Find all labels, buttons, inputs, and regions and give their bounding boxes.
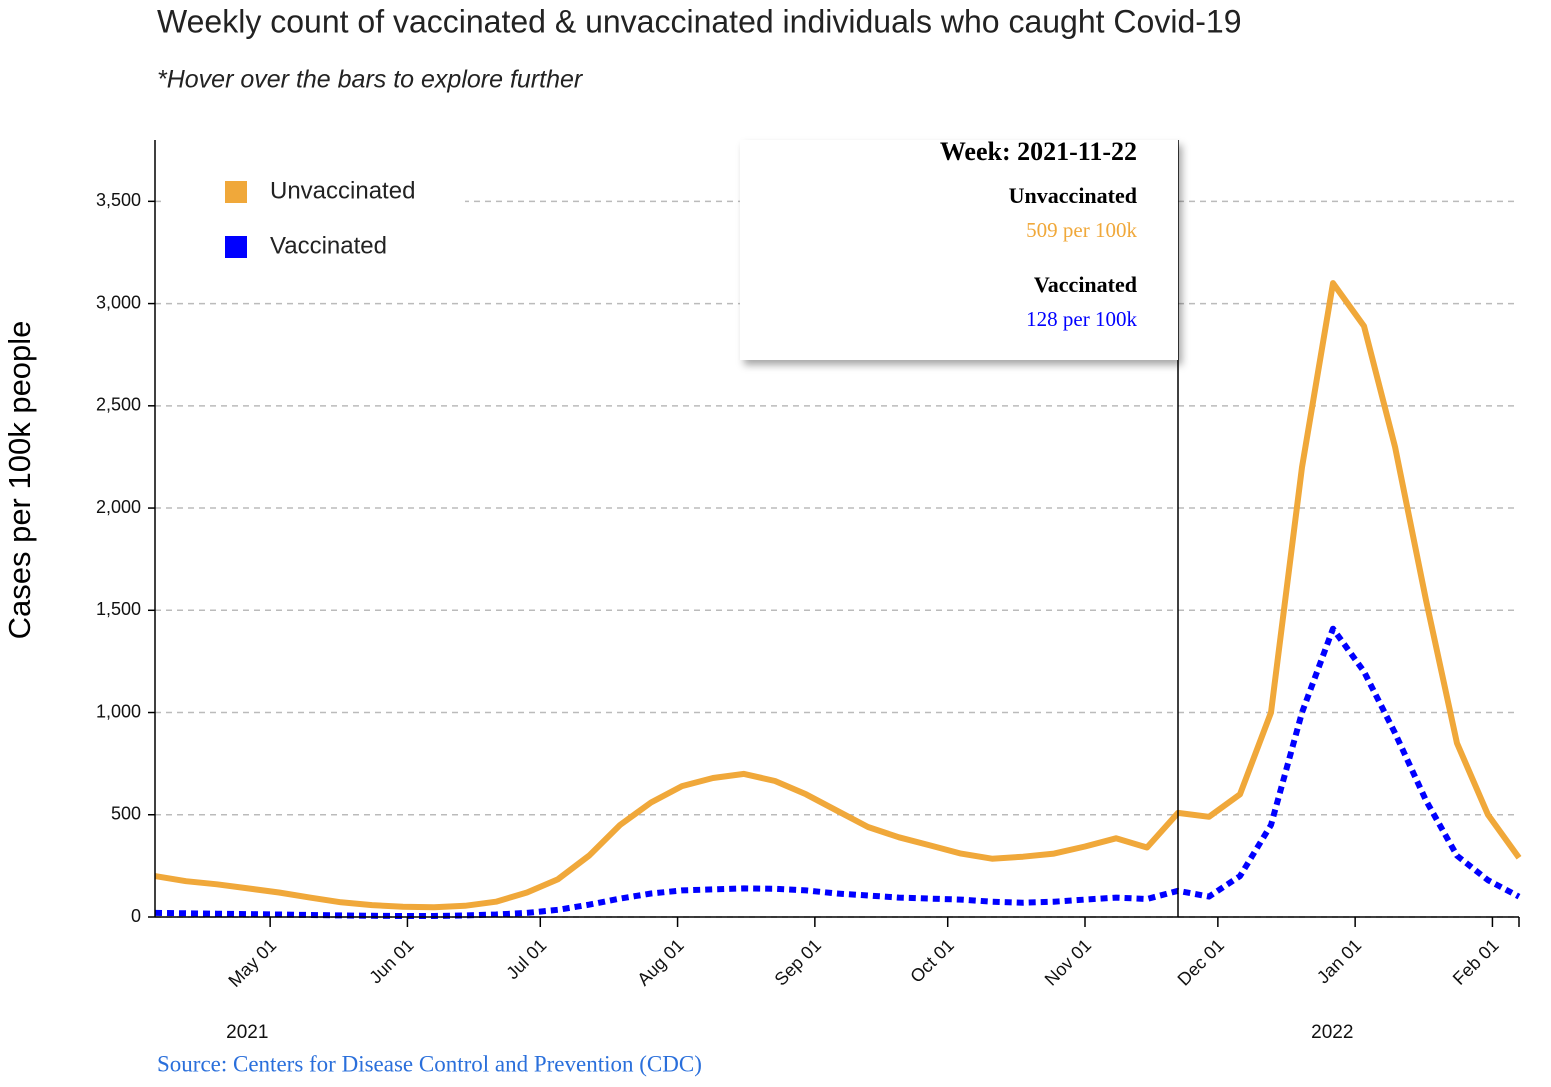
x-tick-label: Dec 01 [1174,935,1228,989]
subtitle: *Hover over the bars to explore further [157,66,584,94]
y-tick-label: 0 [131,906,141,926]
series-line [154,280,1522,911]
x-tick-label: Jun 01 [365,935,417,987]
x-tick-label: Jan 01 [1313,935,1365,987]
y-tick-label: 2,000 [96,497,141,517]
tooltip-series: Unvaccinated [1009,183,1137,208]
tooltip-box [740,140,1178,360]
y-tick-label: 2,500 [96,395,141,415]
year-label: 2021 [226,1022,268,1043]
legend-swatch [225,181,247,203]
tooltip-title: Week: 2021-11-22 [940,137,1137,166]
y-tick-label: 1,000 [96,701,141,721]
y-axis-title: Cases per 100k people [2,321,37,640]
legend-swatch [225,236,247,258]
year-label: 2022 [1311,1022,1353,1043]
legend-label: Unvaccinated [270,177,415,204]
legend-bg [165,160,465,280]
y-tick-label: 500 [111,804,141,824]
x-tick-label: Feb 01 [1449,935,1503,989]
series-line [154,625,1521,919]
legend-label: Vaccinated [270,232,387,259]
x-tick-label: Aug 01 [633,935,687,989]
y-tick-label: 3,500 [96,190,141,210]
source: Source: Centers for Disease Control and … [157,1051,702,1076]
x-tick-label: Sep 01 [771,935,825,989]
chart-title: Weekly count of vaccinated & unvaccinate… [157,3,1241,39]
y-tick-label: 1,500 [96,599,141,619]
x-tick-label: Oct 01 [906,935,958,987]
tooltip-series: Vaccinated [1034,272,1137,297]
x-tick-label: May 01 [224,935,280,991]
tooltip-value: 509 per 100k [1026,218,1137,242]
y-tick-label: 3,000 [96,292,141,312]
x-tick-label: Nov 01 [1041,935,1095,989]
tooltip-value: 128 per 100k [1026,307,1137,331]
x-tick-label: Jul 01 [502,935,550,983]
